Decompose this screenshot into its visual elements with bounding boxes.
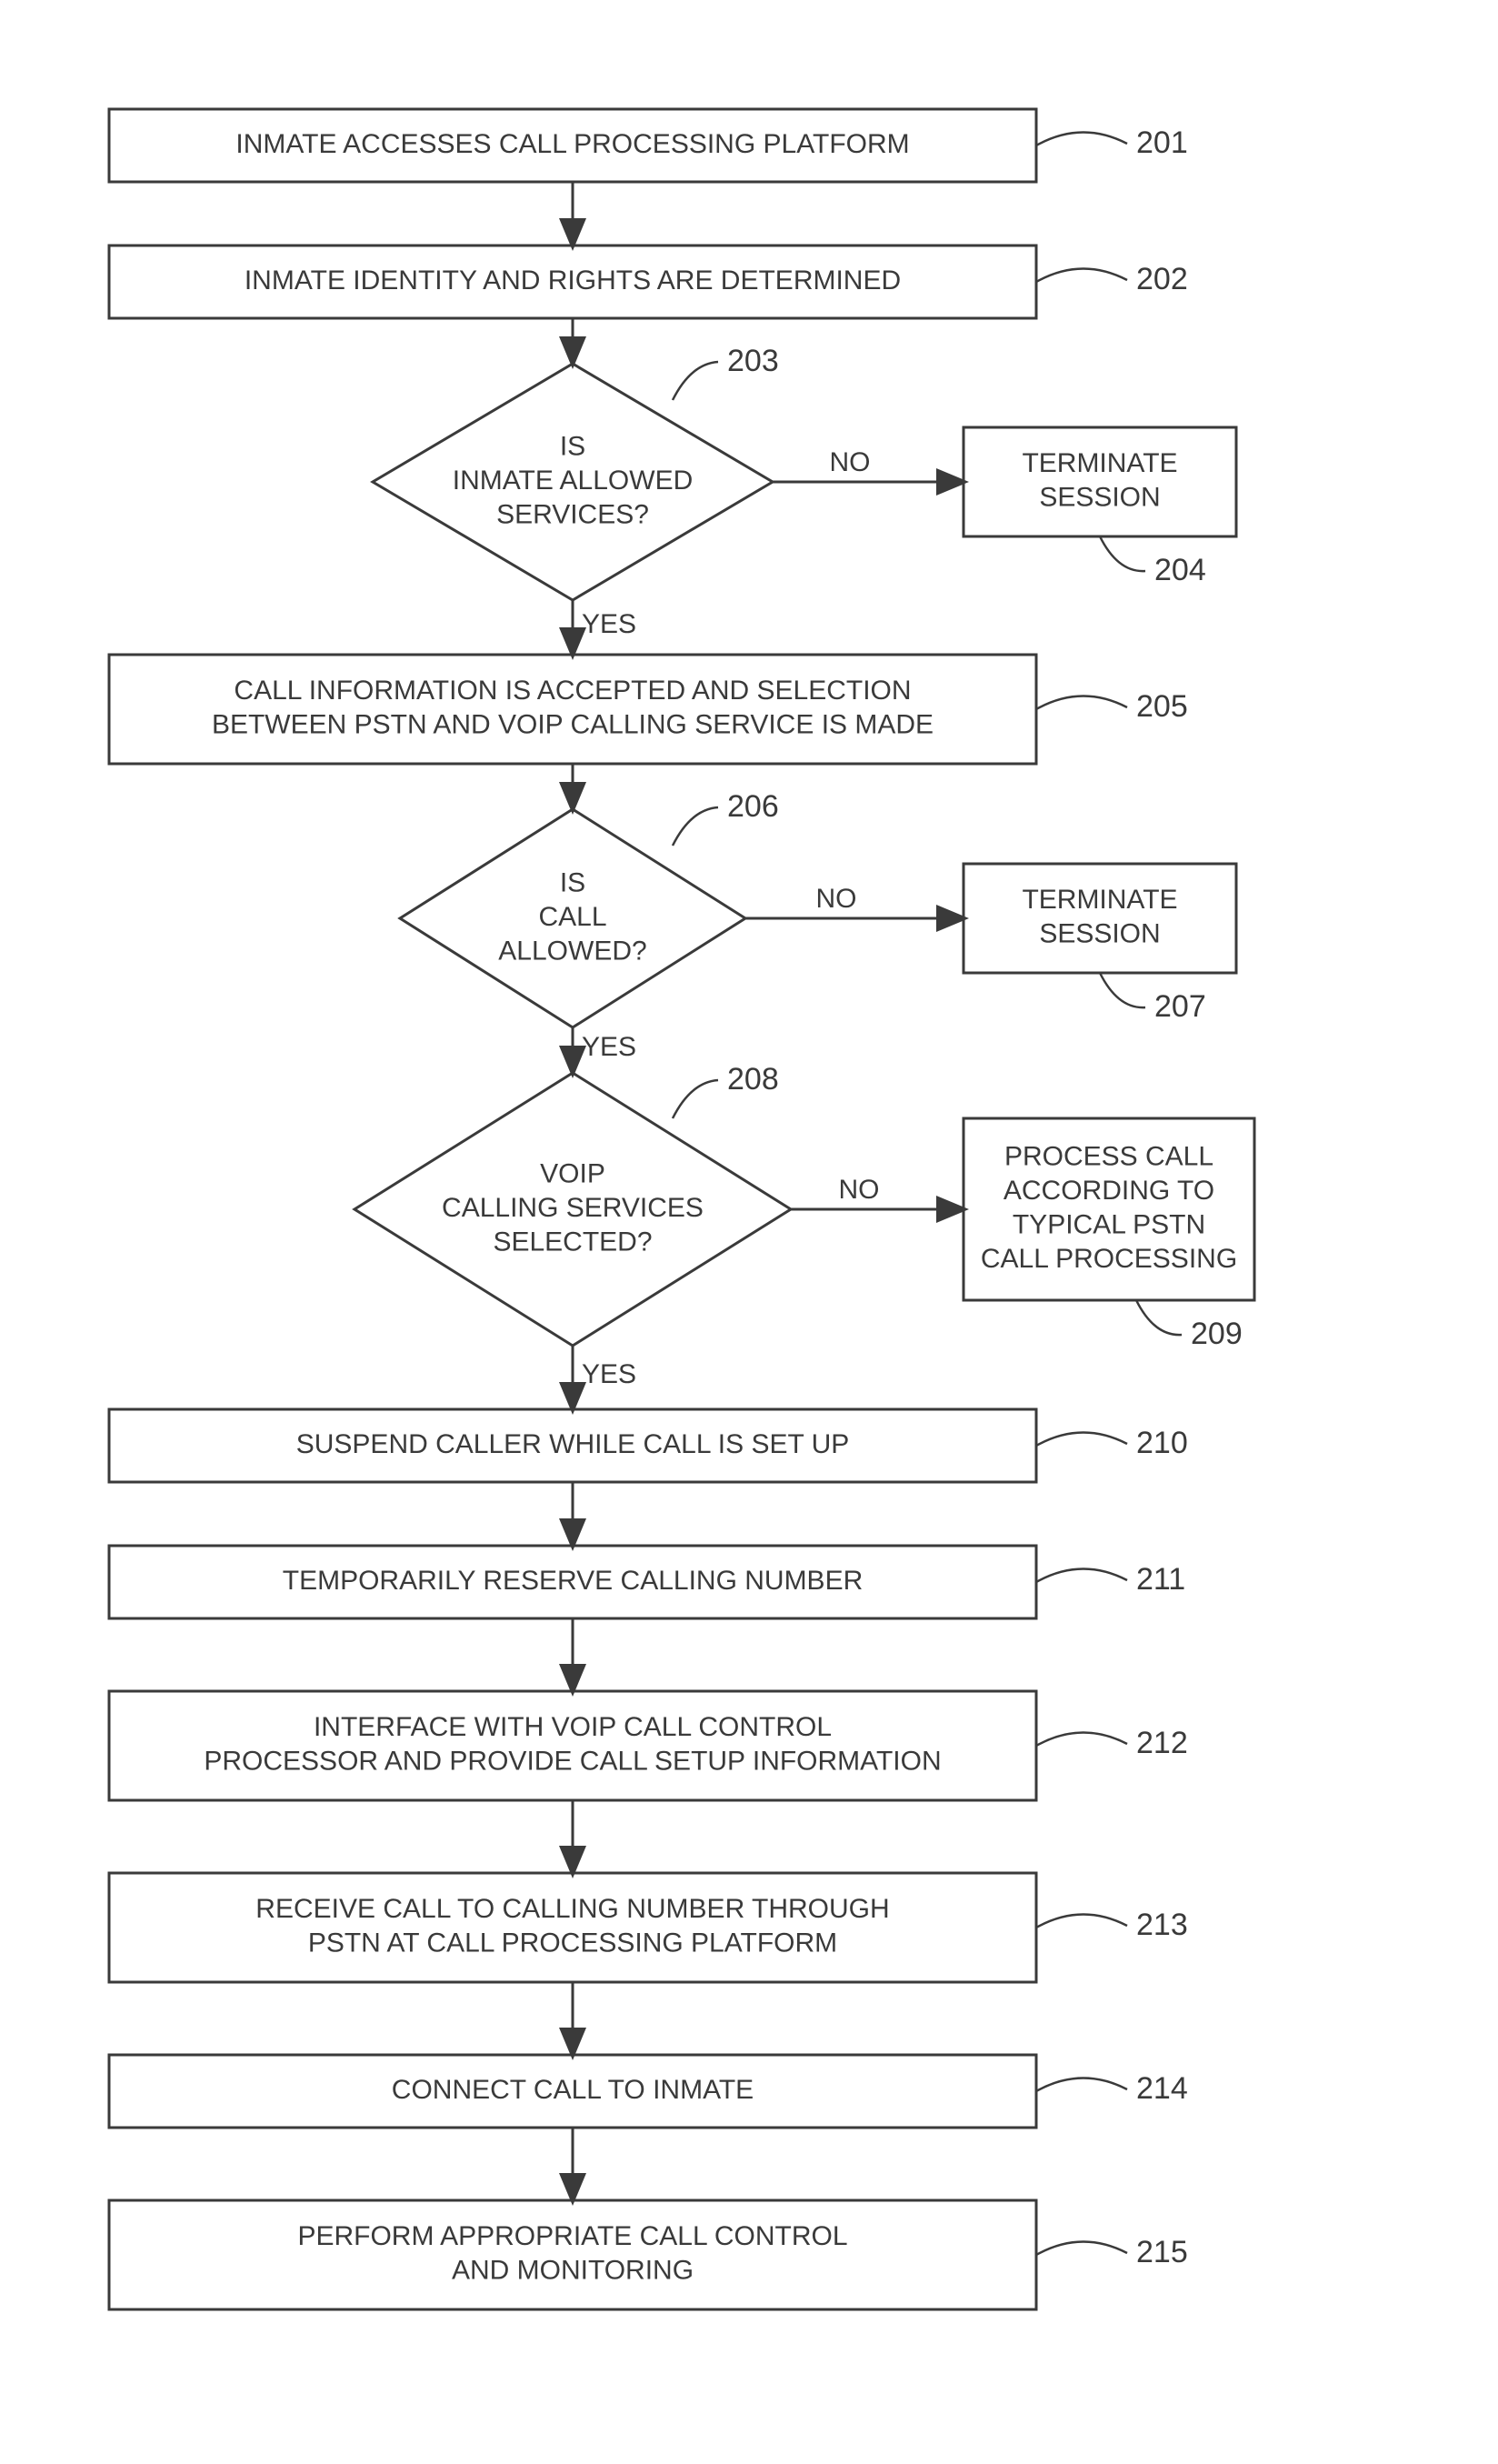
node-n207-text-1: SESSION [1039,919,1160,949]
ref-label-208: 208 [727,1062,779,1097]
ref-leader-212 [1036,1732,1127,1746]
ref-leader-214 [1036,2078,1127,2091]
node-n203-text-2: SERVICES? [496,499,649,529]
ref-label-204: 204 [1154,553,1206,587]
ref-label-201: 201 [1136,125,1188,160]
node-n205-text-0: CALL INFORMATION IS ACCEPTED AND SELECTI… [234,676,911,706]
edge-label-yes: YES [582,609,636,639]
node-n208-text-1: CALLING SERVICES [442,1193,704,1223]
node-n215-text-1: AND MONITORING [452,2256,694,2286]
ref-label-203: 203 [727,344,779,378]
node-n204-text-1: SESSION [1039,483,1160,513]
ref-label-207: 207 [1154,989,1206,1024]
node-n207-text-0: TERMINATE [1022,885,1177,915]
ref-leader-215 [1036,2241,1127,2255]
node-n212-text-1: PROCESSOR AND PROVIDE CALL SETUP INFORMA… [204,1747,941,1777]
node-n213-text-1: PSTN AT CALL PROCESSING PLATFORM [308,1928,837,1958]
ref-leader-205 [1036,696,1127,709]
node-n211-text-0: TEMPORARILY RESERVE CALLING NUMBER [283,1566,864,1596]
ref-leader-211 [1036,1568,1127,1582]
ref-label-213: 213 [1136,1908,1188,1942]
flowchart-svg: NO YES NO YES NO YES INMATE ACCESSES CALL PROC… [0,0,1498,2464]
node-n204-text-0: TERMINATE [1022,448,1177,478]
node-n201-text-0: INMATE ACCESSES CALL PROCESSING PLATFORM [235,129,909,159]
ref-label-211: 211 [1136,1562,1185,1597]
ref-label-214: 214 [1136,2071,1188,2106]
ref-label-202: 202 [1136,262,1188,296]
edge-label-no: NO [839,1175,880,1205]
node-n203-text-1: INMATE ALLOWED [453,466,694,496]
node-n203-text-0: IS [560,431,585,461]
ref-leader-203 [673,362,718,400]
node-n209-text-3: CALL PROCESSING [981,1244,1237,1274]
ref-leader-202 [1036,268,1127,282]
edge-label-yes: YES [582,1359,636,1389]
node-n214-text-0: CONNECT CALL TO INMATE [392,2075,754,2105]
node-n208-text-2: SELECTED? [493,1227,652,1257]
edge-label-no: NO [816,884,857,914]
ref-leader-204 [1100,536,1145,571]
ref-leader-209 [1136,1300,1182,1335]
node-n206-text-2: ALLOWED? [498,936,646,966]
node-n209-text-1: ACCORDING TO [1004,1176,1214,1206]
node-n205-text-1: BETWEEN PSTN AND VOIP CALLING SERVICE IS… [212,710,934,740]
ref-leader-208 [673,1080,718,1118]
ref-label-206: 206 [727,789,779,824]
node-n215-text-0: PERFORM APPROPRIATE CALL CONTROL [297,2221,847,2251]
ref-leader-210 [1036,1432,1127,1446]
node-n212-text-0: INTERFACE WITH VOIP CALL CONTROL [314,1712,832,1742]
ref-label-205: 205 [1136,689,1188,724]
node-n202-text-0: INMATE IDENTITY AND RIGHTS ARE DETERMINE… [245,265,901,295]
node-n213-text-0: RECEIVE CALL TO CALLING NUMBER THROUGH [255,1894,889,1924]
ref-label-209: 209 [1191,1317,1243,1351]
ref-leader-213 [1036,1914,1127,1928]
node-n209-text-2: TYPICAL PSTN [1013,1210,1205,1240]
node-n210-text-0: SUSPEND CALLER WHILE CALL IS SET UP [296,1429,850,1459]
node-n206-text-0: IS [560,867,585,897]
ref-leader-201 [1036,132,1127,145]
ref-leader-206 [673,807,718,846]
node-n209-text-0: PROCESS CALL [1004,1142,1213,1172]
edge-label-no: NO [830,447,871,477]
ref-leader-207 [1100,973,1145,1007]
edge-label-yes: YES [582,1032,636,1062]
ref-label-210: 210 [1136,1426,1188,1460]
ref-label-212: 212 [1136,1726,1188,1760]
ref-label-215: 215 [1136,2235,1188,2269]
node-n208-text-0: VOIP [540,1158,605,1188]
node-n206-text-1: CALL [538,902,606,932]
